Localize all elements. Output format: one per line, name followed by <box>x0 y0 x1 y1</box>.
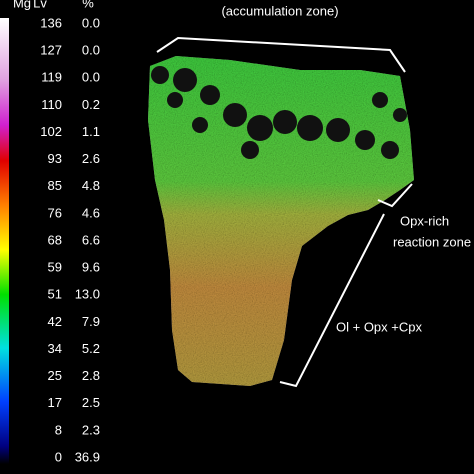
level: 102 <box>40 124 62 139</box>
level: 25 <box>48 368 62 383</box>
legend-header: Mg <box>13 0 31 10</box>
annotation: reaction zone <box>393 234 471 249</box>
bracket <box>377 183 413 208</box>
percent: 36.9 <box>75 449 100 464</box>
percent: 7.9 <box>82 314 100 329</box>
level: 68 <box>48 232 62 247</box>
percent: 2.5 <box>82 395 100 410</box>
percent: 4.6 <box>82 205 100 220</box>
level: 93 <box>48 151 62 166</box>
legend-header: Lv <box>33 0 47 10</box>
level: 0 <box>55 449 62 464</box>
percent: 1.1 <box>82 124 100 139</box>
percent: 2.8 <box>82 368 100 383</box>
level: 119 <box>41 70 62 85</box>
percent: 0.0 <box>82 15 100 30</box>
legend-header: % <box>82 0 94 10</box>
bracket <box>279 213 385 388</box>
percent: 5.2 <box>82 341 100 356</box>
level: 127 <box>40 43 62 58</box>
percent: 0.0 <box>82 43 100 58</box>
percent: 13.0 <box>75 287 100 302</box>
level: 34 <box>48 341 62 356</box>
percent: 2.3 <box>82 422 100 437</box>
level: 8 <box>55 422 62 437</box>
percent: 6.6 <box>82 232 100 247</box>
level: 51 <box>48 287 62 302</box>
level: 59 <box>48 260 62 275</box>
annotation: Ol + Opx +Cpx <box>336 319 422 334</box>
percent: 9.6 <box>82 260 100 275</box>
percent: 0.0 <box>82 70 100 85</box>
level: 85 <box>48 178 62 193</box>
legend: Mg Lv % 136 0.0 127 0.0 119 0.0 110 0.2 102 1.1 93 2.6… <box>13 0 100 464</box>
percent: 2.6 <box>82 151 100 166</box>
percent: 0.2 <box>82 97 100 112</box>
color-bar <box>0 18 9 464</box>
annotation: (accumulation zone) <box>221 3 338 18</box>
percent: 4.8 <box>82 178 100 193</box>
level: 110 <box>41 97 62 112</box>
sample-map <box>148 56 414 386</box>
level: 76 <box>48 205 62 220</box>
annotation: Opx-rich <box>400 213 449 228</box>
bracket <box>156 36 406 73</box>
level: 17 <box>48 395 62 410</box>
level: 136 <box>40 15 62 30</box>
level: 42 <box>48 314 62 329</box>
